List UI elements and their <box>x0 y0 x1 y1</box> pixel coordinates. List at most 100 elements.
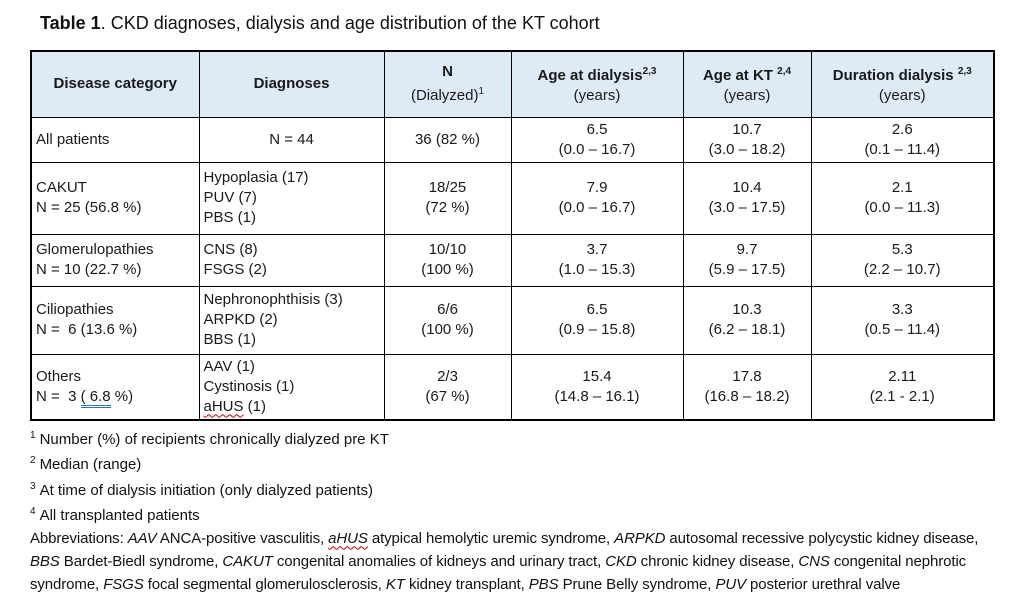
cell-text: CAKUT <box>36 179 87 196</box>
cell-age-at-dialysis: 6.5 (0.9 – 15.8) <box>510 285 684 355</box>
col-header-diagnoses: Diagnoses <box>198 50 385 118</box>
cell-text-fragment: %) <box>110 387 134 405</box>
cell-age-at-kt: 10.3 (6.2 – 18.1) <box>682 285 812 355</box>
footnote-text: Number (%) of recipients chronically dia… <box>39 430 389 448</box>
col-header-n-dialyzed: N (Dialyzed)1 <box>383 50 512 118</box>
cell-age-at-kt: 9.7 (5.9 – 17.5) <box>682 233 812 287</box>
col-header-age-at-dialysis: Age at dialysis2,3 (years) <box>510 50 684 118</box>
table-row-cakut: CAKUT N = 25 (56.8 %) Hypoplasia (17) PU… <box>30 161 995 235</box>
cell-text: (2.2 – 10.7) <box>863 261 941 278</box>
cell-diagnoses: Hypoplasia (17) PUV (7) PBS (1) <box>198 161 385 235</box>
footnote-text: All transplanted patients <box>39 507 200 524</box>
cell-text: (2.1 - 2.1) <box>869 387 935 405</box>
col-header-disease-category: Disease category <box>30 50 200 118</box>
col-header-age-at-kt: Age at KT 2,4 (years) <box>682 50 812 118</box>
header-label: N <box>442 63 453 81</box>
cell-text: (0.0 – 16.7) <box>558 140 636 158</box>
cell-disease-category: Others N = 3 ( 6.8 %) <box>30 353 200 420</box>
cell-text: ARPKD (2) <box>203 311 278 328</box>
table-row-glomerulopathies: Glomerulopathies N = 10 (22.7 %) CNS (8)… <box>30 233 995 287</box>
cell-age-at-kt: 10.7 (3.0 – 18.2) <box>682 116 812 163</box>
cell-text: (0.0 – 11.3) <box>864 199 941 216</box>
cell-disease-category: CAKUT N = 25 (56.8 %) <box>30 161 200 235</box>
cell-age-at-dialysis: 6.5 (0.0 – 16.7) <box>510 116 684 163</box>
footnote-marker: 2,4 <box>777 66 792 78</box>
cell-text: (100 %) <box>421 261 474 278</box>
cell-duration-dialysis: 2.1 (0.0 – 11.3) <box>810 161 995 235</box>
cell-diagnoses: Nephronophthisis (3) ARPKD (2) BBS (1) <box>198 285 385 355</box>
footnote-2: 2 Median (range) <box>30 450 993 476</box>
header-label: Diagnoses <box>253 75 330 93</box>
cell-text: (0.5 – 11.4) <box>864 321 941 338</box>
cell-disease-category: Ciliopathies N = 6 (13.6 %) <box>30 285 200 355</box>
cell-n-dialyzed: 18/25 (72 %) <box>383 161 512 235</box>
cell-age-at-dialysis: 15.4 (14.8 – 16.1) <box>510 353 684 420</box>
footnote-text: Median (range) <box>39 456 142 473</box>
cell-text-fragment: N = 3 <box>36 387 81 405</box>
document-page: Table 1. CKD diagnoses, dialysis and age… <box>30 13 995 596</box>
cell-text: (1.0 – 15.3) <box>558 261 636 278</box>
header-label: Age at dialysis <box>537 67 643 85</box>
cell-disease-category: All patients <box>30 116 200 163</box>
cell-text: FSGS (2) <box>203 261 267 278</box>
footnote-3: 3 At time of dialysis initiation (only di… <box>30 476 993 502</box>
cell-n-dialyzed: 6/6 (100 %) <box>383 285 512 355</box>
cell-text: Hypoplasia (17) <box>203 169 309 186</box>
cell-age-at-kt: 17.8 (16.8 – 18.2) <box>682 353 812 420</box>
table-row-others: Others N = 3 ( 6.8 %) AAV (1) Cystinosis… <box>30 353 995 420</box>
cell-text: 17.8 <box>732 367 762 385</box>
cell-text: CNS (8) <box>203 241 258 258</box>
cell-text: Ciliopathies <box>36 301 114 318</box>
header-label: Age at KT <box>702 67 778 85</box>
cell-text: 36 (82 %) <box>414 130 481 148</box>
cell-text: (0.9 – 15.8) <box>558 321 636 338</box>
header-sublabel: (years) <box>723 87 771 105</box>
footnote-1: 1 Number (%) of recipients chronically di… <box>30 425 993 451</box>
header-sublabel: (Dialyzed) <box>410 87 479 105</box>
cell-text: aHUS (1) <box>204 397 380 417</box>
cell-diagnoses: CNS (8) FSGS (2) <box>198 233 385 287</box>
cell-duration-dialysis: 2.6 (0.1 – 11.4) <box>810 116 995 163</box>
cell-text: (100 %) <box>421 321 474 338</box>
cell-text: (3.0 – 18.2) <box>708 140 786 158</box>
footnote-marker: 4 <box>30 506 36 517</box>
cell-age-at-dialysis: 3.7 (1.0 – 15.3) <box>510 233 684 287</box>
cell-text: 3.3 <box>891 301 913 318</box>
footnote-4: 4 All transplanted patients <box>30 501 993 527</box>
cell-age-at-kt: 10.4 (3.0 – 17.5) <box>682 161 812 235</box>
cell-text: BBS (1) <box>203 331 257 348</box>
cell-text: (14.8 – 16.1) <box>554 387 640 405</box>
table-row-ciliopathies: Ciliopathies N = 6 (13.6 %) Nephronophth… <box>30 285 995 355</box>
cell-disease-category: Glomerulopathies N = 10 (22.7 %) <box>30 233 200 287</box>
footnote-marker: 3 <box>30 480 36 492</box>
cell-diagnoses: N = 44 <box>198 116 385 163</box>
header-label: Disease category <box>53 75 177 93</box>
header-label: Duration dialysis <box>832 67 958 85</box>
table-title: Table 1. CKD diagnoses, dialysis and age… <box>40 13 993 34</box>
cell-text: N = 3 ( 6.8 %) <box>36 387 195 408</box>
cell-text-fragment: (1) <box>243 397 267 415</box>
footnote-marker: 2,3 <box>642 66 657 78</box>
cell-text: (5.9 – 17.5) <box>708 261 786 278</box>
cell-text: PBS (1) <box>203 209 257 226</box>
col-header-duration-dialysis: Duration dialysis 2,3 (years) <box>810 50 995 118</box>
table-title-label: Table 1 <box>40 13 101 33</box>
table-title-text: . CKD diagnoses, dialysis and age distri… <box>100 13 600 33</box>
cell-text: 10.7 <box>732 120 762 138</box>
cell-duration-dialysis: 5.3 (2.2 – 10.7) <box>810 233 995 287</box>
cell-text: 9.7 <box>736 241 758 258</box>
cell-text: (16.8 – 18.2) <box>704 387 790 405</box>
cell-diagnoses: AAV (1) Cystinosis (1) aHUS (1) <box>198 353 385 420</box>
cell-n-dialyzed: 36 (82 %) <box>383 116 512 163</box>
cell-text: 2.1 <box>891 179 913 196</box>
table-footnotes: 1 Number (%) of recipients chronically di… <box>30 425 993 596</box>
cell-text: Others <box>36 367 82 385</box>
cell-text: 7.9 <box>586 179 608 196</box>
footnote-marker: 1 <box>30 429 36 441</box>
cell-text: PUV (7) <box>203 189 257 206</box>
cell-duration-dialysis: 3.3 (0.5 – 11.4) <box>810 285 995 355</box>
cell-text: (6.2 – 18.1) <box>708 321 786 338</box>
grammar-check-underline: ( 6.8 <box>80 387 111 408</box>
footnote-marker: 2 <box>30 455 36 466</box>
cell-text: 10.4 <box>732 179 762 196</box>
